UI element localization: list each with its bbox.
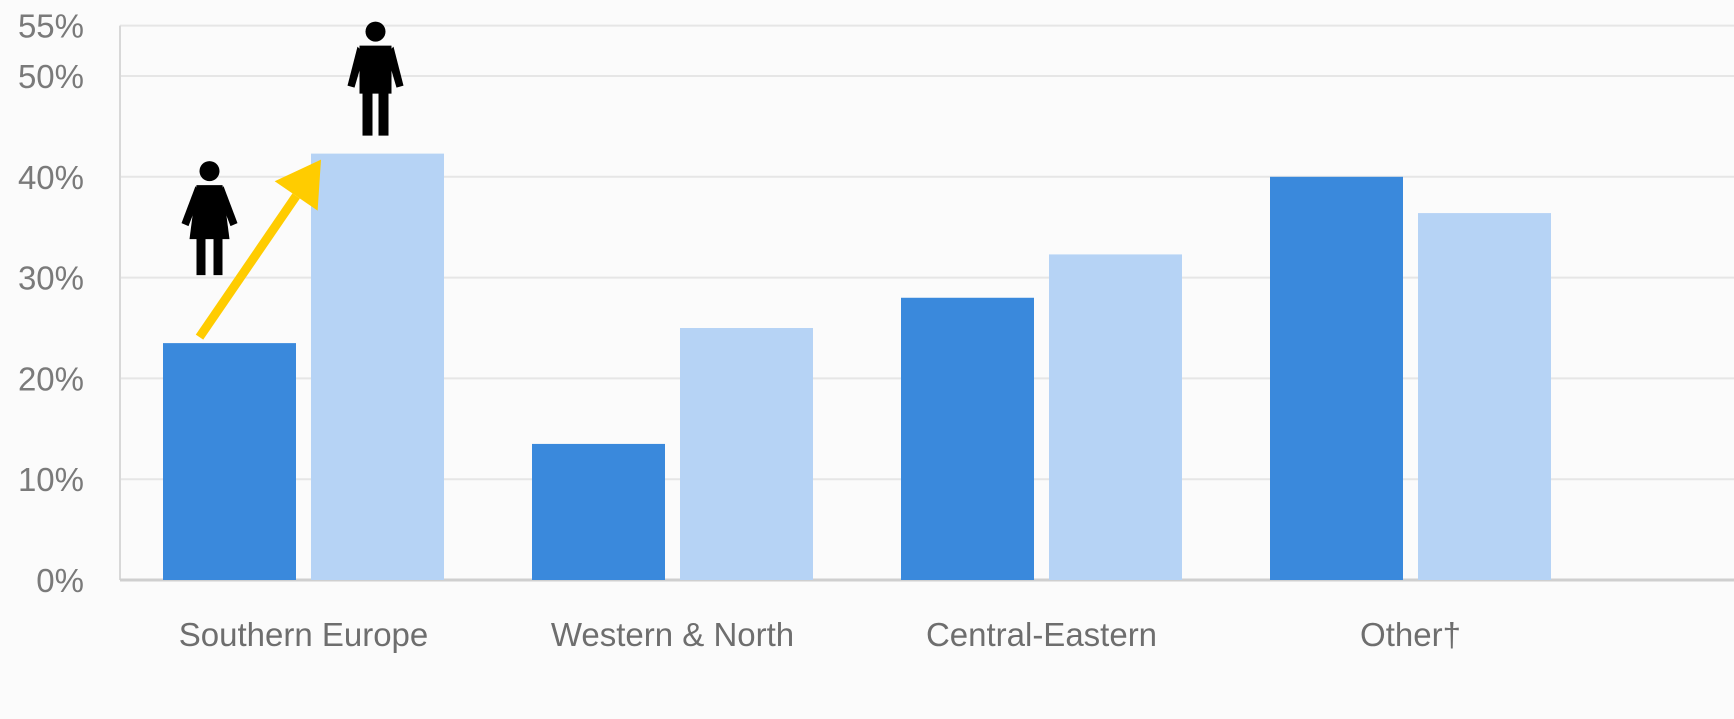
y-tick-label: 0% [36,562,84,599]
x-tick-label: Southern Europe [179,616,429,653]
woman-icon-dress [189,185,230,240]
y-tick-label: 55% [18,8,84,45]
y-axis-ticks: 0% 10% 20% 30% 40% 50% 55% [18,8,84,599]
bar [1049,254,1182,580]
x-axis-category-labels: Southern Europe Western & North Central-Ea… [179,616,1461,653]
y-tick-label: 10% [18,461,84,498]
bar [532,443,665,580]
man-icon-leg [378,91,389,136]
y-tick-label: 40% [18,159,84,196]
man-icon-torso [359,45,392,94]
woman-icon-arm [218,186,238,227]
man-icon-head [365,21,386,42]
woman-icon-head [199,161,220,182]
woman-icon-arm [181,186,201,227]
bar [1270,176,1403,581]
increase-arrow [195,159,321,340]
bar [901,297,1034,580]
woman-icon [181,161,238,276]
x-tick-label: Western & North [551,616,794,653]
man-icon-arm [386,46,404,88]
increase-arrow-head [274,159,321,211]
woman-icon-leg [196,237,206,276]
bars [163,153,1551,581]
man-icon-arm [347,46,365,88]
bar [163,343,296,580]
man-icon-leg [362,91,373,136]
bar [680,328,813,580]
annotations [181,21,404,340]
y-tick-label: 30% [18,260,84,297]
woman-icon-leg [213,237,223,276]
x-tick-label: Other† [1360,616,1461,653]
increase-arrow-shaft [195,193,300,340]
y-tick-label: 50% [18,58,84,95]
y-tick-label: 20% [18,360,84,397]
bar [1418,213,1551,580]
bar [311,153,444,580]
man-icon [347,21,404,136]
x-tick-label: Central-Eastern [926,616,1157,653]
